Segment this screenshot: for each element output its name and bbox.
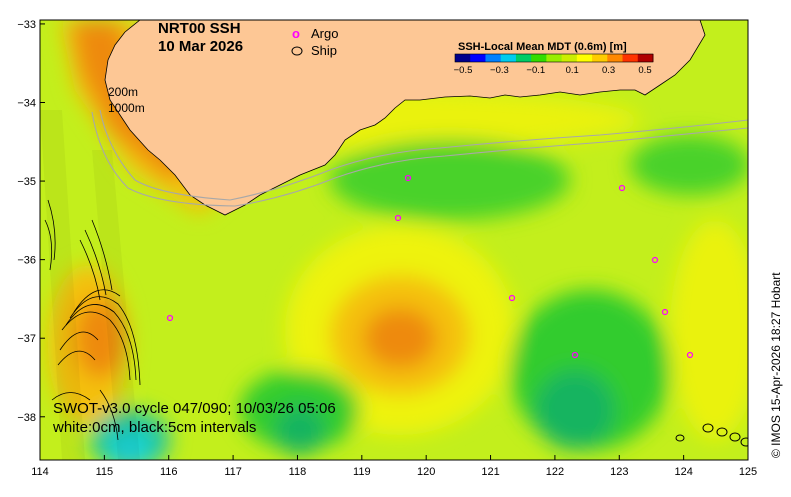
argo-float[interactable] <box>394 214 402 222</box>
x-tick-label: 124 <box>674 466 692 478</box>
colorbar-swatch <box>500 54 517 62</box>
colorbar-frame <box>454 53 654 63</box>
isobath-1000m <box>91 111 748 207</box>
ship-track <box>675 423 751 447</box>
argo-float[interactable] <box>661 308 669 316</box>
y-tick-label: −37 <box>17 333 36 345</box>
ship-position[interactable] <box>675 434 685 442</box>
x-tick-label: 122 <box>546 466 564 478</box>
colorbar-swatch <box>485 54 502 62</box>
argo-float[interactable] <box>404 174 412 182</box>
x-tick-label: 125 <box>739 466 757 478</box>
colorbar-ticks: −0.5 −0.3 −0.1 0.1 0.3 0.5 <box>454 65 652 76</box>
colorbar-swatch <box>515 54 532 62</box>
colorbar-swatch <box>455 54 471 62</box>
x-tick-label: 118 <box>289 466 307 478</box>
low-south-centre-core <box>275 405 325 455</box>
map-date: 10 Mar 2026 <box>158 38 243 55</box>
imos-credit: © IMOS 15-Apr-2026 18:27 Hobart <box>769 272 783 458</box>
colorbar-tick-label: 0.5 <box>638 65 651 76</box>
colorbar-swatch <box>607 54 624 62</box>
argo-float[interactable] <box>618 184 626 192</box>
argo-float[interactable] <box>508 294 516 302</box>
contour-interval-text: white:0cm, black:5cm intervals <box>52 419 256 436</box>
plot-frame <box>39 19 749 461</box>
y-tick-label: −36 <box>17 255 36 267</box>
bathymetry-contours <box>91 109 748 207</box>
colorbar: SSH-Local Mean MDT (0.6m) [m] −0.5 −0.3 −0… <box>454 41 654 76</box>
low-southwest-core <box>110 432 150 460</box>
colorbar-swatch <box>531 54 547 62</box>
ship-position[interactable] <box>702 423 714 433</box>
isobath-200m <box>99 109 748 201</box>
argo-legend-symbol: o <box>292 26 300 41</box>
high-east <box>670 220 748 440</box>
colorbar-swatch <box>546 54 563 62</box>
argo-float[interactable] <box>686 351 694 359</box>
x-axis: 114 115 116 117 118 119 120 121 122 123 124 125 <box>31 455 757 478</box>
colorbar-swatch <box>470 54 486 62</box>
y-tick-label: −35 <box>17 176 36 188</box>
x-tick-label: 120 <box>417 466 435 478</box>
colorbar-swatch <box>576 54 593 62</box>
argo-float[interactable] <box>651 256 659 264</box>
x-tick-label: 123 <box>610 466 628 478</box>
product-title: NRT00 SSH <box>158 20 241 37</box>
australia-land <box>104 20 706 216</box>
colorbar-tick-label: −0.3 <box>490 65 509 76</box>
eddy-high-core <box>364 308 436 368</box>
ship-legend-symbol <box>291 46 303 56</box>
colorbar-swatch <box>561 54 578 62</box>
x-tick-label: 114 <box>31 466 49 478</box>
y-axis: −33 −34 −35 −36 −37 −38 <box>17 19 45 424</box>
x-tick-label: 121 <box>481 466 499 478</box>
colorbar-swatch <box>637 54 654 62</box>
ship-position[interactable] <box>729 432 741 442</box>
colorbar-tick-label: −0.5 <box>454 65 473 76</box>
x-tick-label: 119 <box>353 466 371 478</box>
colorbar-swatches <box>455 54 654 62</box>
colorbar-title: SSH-Local Mean MDT (0.6m) [m] <box>458 41 627 53</box>
y-tick-label: −34 <box>17 98 36 110</box>
marker-legend: o Argo Ship <box>291 26 338 58</box>
isobath-200m-label: 200m <box>108 85 138 99</box>
colorbar-swatch <box>622 54 639 62</box>
ssh-field <box>40 20 751 460</box>
swot-cycle-text: SWOT-v3.0 cycle 047/090; 10/03/26 05:06 <box>53 400 336 417</box>
x-tick-label: 116 <box>160 466 178 478</box>
isobath-1000m-label: 1000m <box>108 101 145 115</box>
argo-legend-label: Argo <box>311 26 338 41</box>
swot-swaths <box>40 110 141 460</box>
west-high-core <box>75 298 125 378</box>
colorbar-tick-label: −0.1 <box>526 65 545 76</box>
swot-swath-left <box>40 110 85 460</box>
argo-float[interactable] <box>571 351 579 359</box>
colorbar-tick-label: 0.3 <box>602 65 615 76</box>
x-tick-label: 117 <box>224 466 242 478</box>
argo-float[interactable] <box>166 314 174 322</box>
ship-position[interactable] <box>716 427 728 437</box>
ship-position[interactable] <box>740 437 751 447</box>
ship-legend-label: Ship <box>311 43 337 58</box>
x-tick-label: 115 <box>96 466 114 478</box>
y-tick-label: −38 <box>17 412 36 424</box>
colorbar-swatch <box>592 54 608 62</box>
swot-black-contours <box>44 199 141 441</box>
low-north-centre <box>330 140 570 220</box>
y-tick-label: −33 <box>17 19 36 31</box>
colorbar-tick-label: 0.1 <box>566 65 579 76</box>
argo-floats <box>166 174 694 359</box>
low-south-east-core <box>535 370 615 450</box>
swot-swath-right <box>92 150 140 460</box>
low-north-east <box>630 135 748 195</box>
